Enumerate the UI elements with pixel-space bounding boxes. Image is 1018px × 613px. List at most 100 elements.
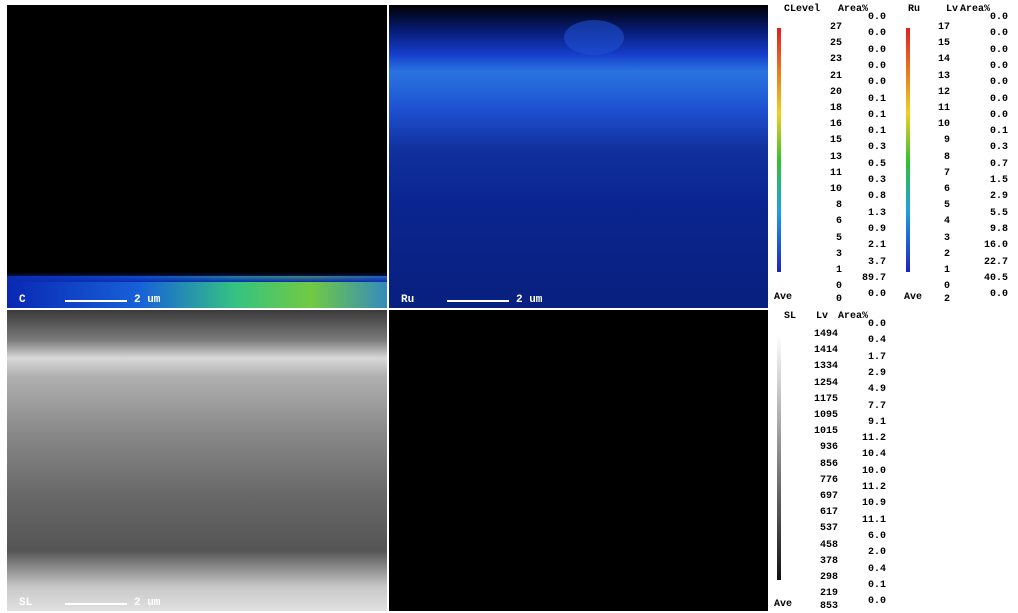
area-value: 0.4	[852, 336, 886, 346]
level-value: 16	[808, 120, 842, 130]
ave-label: Ave	[774, 293, 792, 303]
area-value: 0.0	[852, 78, 886, 88]
level-value: 537	[804, 524, 838, 534]
level-value: 15	[916, 39, 950, 49]
area-value: 2.9	[974, 192, 1008, 202]
c-color-bar	[777, 28, 781, 272]
area-value: 2.0	[852, 548, 886, 558]
ave-value: 2	[916, 295, 950, 305]
sl-gray-bar	[777, 335, 781, 580]
area-value: 22.7	[974, 258, 1008, 268]
ru-color-bar	[906, 28, 910, 272]
level-value: 12	[916, 88, 950, 98]
area-value: 0.0	[852, 13, 886, 23]
level-value: 18	[808, 104, 842, 114]
level-value: 0	[808, 282, 842, 292]
scale-label: 2 um	[134, 597, 160, 609]
level-value: 17	[916, 23, 950, 33]
level-value: 617	[804, 508, 838, 518]
area-value: 0.0	[974, 95, 1008, 105]
level-value: 6	[916, 185, 950, 195]
level-value: 8	[916, 153, 950, 163]
area-value: 0.0	[974, 46, 1008, 56]
level-value: 13	[916, 72, 950, 82]
panel-label: Ru	[401, 294, 414, 306]
area-value: 0.1	[852, 581, 886, 591]
area-value: 0.5	[852, 160, 886, 170]
area-value: 0.4	[852, 565, 886, 575]
empty-panel	[389, 310, 768, 611]
area-value: 0.0	[974, 290, 1008, 300]
level-value: 298	[804, 573, 838, 583]
level-value: 21	[808, 72, 842, 82]
level-value: 1175	[804, 395, 838, 405]
ru-blob	[564, 20, 624, 55]
level-value: 458	[804, 541, 838, 551]
scale-label: 2 um	[134, 294, 160, 306]
area-value: 2.9	[852, 369, 886, 379]
area-value: 0.1	[852, 127, 886, 137]
level-value: 1	[808, 266, 842, 276]
level-value: 776	[804, 476, 838, 486]
area-value: 0.0	[852, 29, 886, 39]
level-value: 10	[916, 120, 950, 130]
level-value: 6	[808, 217, 842, 227]
level-value: 20	[808, 88, 842, 98]
area-value: 0.0	[974, 78, 1008, 88]
scale-bar	[447, 300, 509, 302]
scale-bar	[65, 300, 127, 302]
area-value: 11.2	[852, 434, 886, 444]
level-value: 1095	[804, 411, 838, 421]
level-value: 1494	[804, 330, 838, 340]
legend-element: Ru	[908, 5, 920, 15]
area-value: 1.7	[852, 353, 886, 363]
level-value: 15	[808, 136, 842, 146]
ave-label: Ave	[774, 600, 792, 610]
area-value: 40.5	[974, 274, 1008, 284]
area-value: 5.5	[974, 209, 1008, 219]
area-value: 0.0	[852, 62, 886, 72]
area-value: 3.7	[852, 258, 886, 268]
area-value: 9.1	[852, 418, 886, 428]
area-value: 0.0	[974, 13, 1008, 23]
area-value: 0.3	[974, 143, 1008, 153]
level-value: 9	[916, 136, 950, 146]
sem-image	[7, 310, 387, 611]
level-value: 11	[808, 169, 842, 179]
area-value: 0.9	[852, 225, 886, 235]
level-header: Lv	[816, 312, 828, 322]
area-value: 0.0	[852, 290, 886, 300]
level-value: 7	[916, 169, 950, 179]
panel-label: C	[19, 294, 26, 306]
level-value: 2	[916, 250, 950, 260]
ave-value: 853	[804, 602, 838, 612]
level-value: 1334	[804, 362, 838, 372]
level-value: 856	[804, 460, 838, 470]
level-value: 1414	[804, 346, 838, 356]
area-value: 0.3	[852, 176, 886, 186]
level-value: 378	[804, 557, 838, 567]
level-value: 1254	[804, 379, 838, 389]
level-value: 0	[916, 282, 950, 292]
area-value: 0.3	[852, 143, 886, 153]
area-value: 6.0	[852, 532, 886, 542]
level-value: 8	[808, 201, 842, 211]
level-value: 14	[916, 55, 950, 65]
area-value: 1.3	[852, 209, 886, 219]
c-signal-edge	[7, 272, 387, 282]
level-value: 5	[916, 201, 950, 211]
area-value: 11.2	[852, 483, 886, 493]
level-value: 4	[916, 217, 950, 227]
scale-bar	[65, 603, 127, 605]
level-value: 25	[808, 39, 842, 49]
area-value: 10.9	[852, 499, 886, 509]
area-value: 89.7	[852, 274, 886, 284]
area-value: 9.8	[974, 225, 1008, 235]
level-value: 23	[808, 55, 842, 65]
legend-element: SL	[784, 312, 796, 322]
level-value: 10	[808, 185, 842, 195]
area-value: 0.0	[852, 320, 886, 330]
level-value: 936	[804, 443, 838, 453]
panel-label: SL	[19, 597, 32, 609]
area-value: 0.1	[852, 111, 886, 121]
